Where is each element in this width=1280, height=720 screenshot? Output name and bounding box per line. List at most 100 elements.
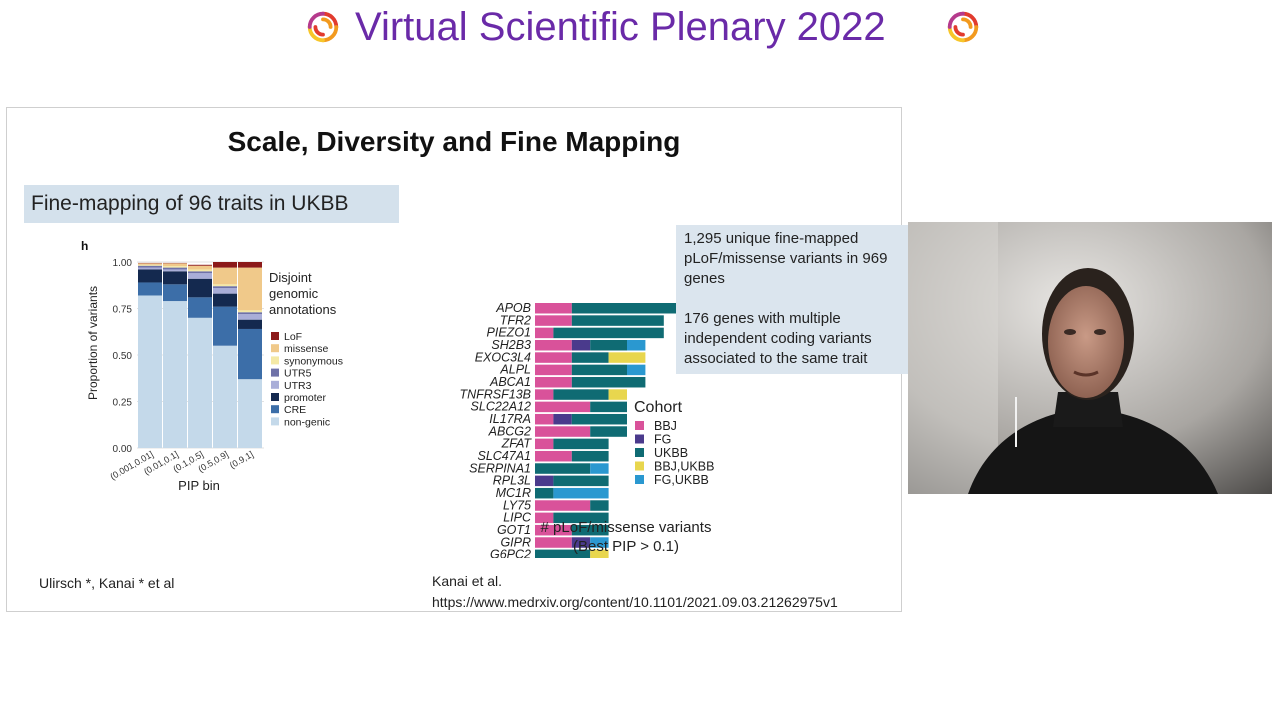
gene-label: GIPR [500,535,531,549]
bar-segment [238,310,262,313]
y-tick-label: 0.50 [113,351,133,362]
y-axis-label: Proportion of variants [86,286,100,400]
bar-segment [138,267,162,270]
gene-label: GOT1 [497,523,531,537]
legend-swatch [271,368,279,377]
bar-segment [535,512,554,524]
bar-segment [238,262,262,268]
bar-segment [138,263,162,265]
legend-label: UKBB [654,446,688,460]
bar-segment [627,339,646,351]
bar-segment [590,426,627,437]
bar-segment [535,364,572,376]
info-text-variants: 1,295 unique fine-mapped pLoF/missense v… [684,230,888,287]
bar-segment [213,306,237,346]
legend-title: annotations [269,302,337,317]
legend-swatch [635,434,644,444]
legend-swatch [635,448,644,457]
bar-segment [553,475,609,487]
bar-segment [571,524,609,536]
bar-segment [163,266,187,268]
bar-segment [163,301,187,448]
bar-segment [213,345,237,448]
gene-label: LY75 [503,498,531,512]
legend-label: non-genic [284,416,330,428]
gene-label: SH2B3 [491,338,531,352]
gene-label: EXOC3L4 [475,350,531,364]
bar-segment [163,284,187,302]
legend-swatch [271,417,279,426]
bar-segment [163,269,187,272]
gene-label: PIEZO1 [487,326,531,340]
bar-segment [553,389,609,400]
bar-segment [138,264,162,266]
bar-segment [535,475,554,487]
bar-segment [188,264,212,266]
gene-label: MC1R [496,486,531,500]
bar-segment [535,537,572,548]
x-axis-label: # pLoF/missense variants [541,519,712,536]
bar-segment [138,282,162,296]
legend-label: missense [284,343,329,355]
bar-segment [590,339,627,351]
legend-label: BBJ,UKBB [654,460,714,474]
bar-segment [163,267,187,270]
gene-label: IL17RA [489,412,531,426]
legend-swatch [271,356,279,365]
bar-segment [571,303,719,314]
gene-label: TFR2 [500,313,531,327]
gene-label: ABCG2 [488,424,531,438]
bar-segment [535,487,554,499]
bar-segment [571,450,609,462]
bar-segment [188,273,212,279]
citation-right-authors: Kanai et al. [432,573,503,589]
y-tick-label: 1.00 [113,258,133,269]
bar-segment [213,262,237,268]
bar-segment [213,284,237,287]
conference-title: Virtual Scientific Plenary 2022 [355,5,886,49]
bar-segment [535,376,572,388]
gene-label: LIPC [503,511,532,525]
bar-segment [238,319,262,329]
bar-segment [590,401,627,413]
bar-segment [608,352,646,363]
gene-label: ZFAT [501,437,533,451]
bar-segment [535,450,572,462]
legend-label: promoter [284,392,327,404]
bar-segment [571,339,591,351]
gene-label: TNFRSF13B [459,387,531,401]
legend-swatch [271,393,279,401]
speaker-webcam-video [908,222,1272,494]
legend-title: Disjoint [269,270,312,285]
bar-segment [188,317,212,448]
bar-segment [213,293,237,307]
bar-segment [571,315,664,326]
y-tick-label: 0.00 [113,444,133,455]
gene-label: ALPL [499,363,531,377]
legend-label: UTR3 [284,380,312,392]
bar-segment [535,426,591,437]
bar-segment [571,376,646,388]
bar-segment [590,549,609,558]
citation-right-url[interactable]: https://www.medrxiv.org/content/10.1101/… [432,594,838,610]
bar-segment [571,413,627,425]
bar-segment [571,537,591,548]
speaker-body [968,408,1218,494]
x-axis-sublabel: (Best PIP > 0.1) [573,538,679,555]
legend-swatch [271,344,279,353]
info-text-genes: 176 genes with multiple independent codi… [684,310,872,367]
bar-segment [535,413,554,425]
bar-segment [535,315,572,326]
bar-segment [535,352,572,363]
bar-segment [535,389,554,400]
bar-segment [571,364,627,376]
summary-info-box: 1,295 unique fine-mapped pLoF/missense v… [676,225,908,374]
bar-segment [590,500,609,511]
legend-label: synonymous [284,355,343,367]
bar-segment [163,271,187,285]
gene-label: SLC22A12 [471,400,532,414]
bar-segment [590,537,609,548]
bar-segment [188,271,212,274]
legend-title: genomic [269,286,319,301]
legend-swatch [271,332,279,340]
